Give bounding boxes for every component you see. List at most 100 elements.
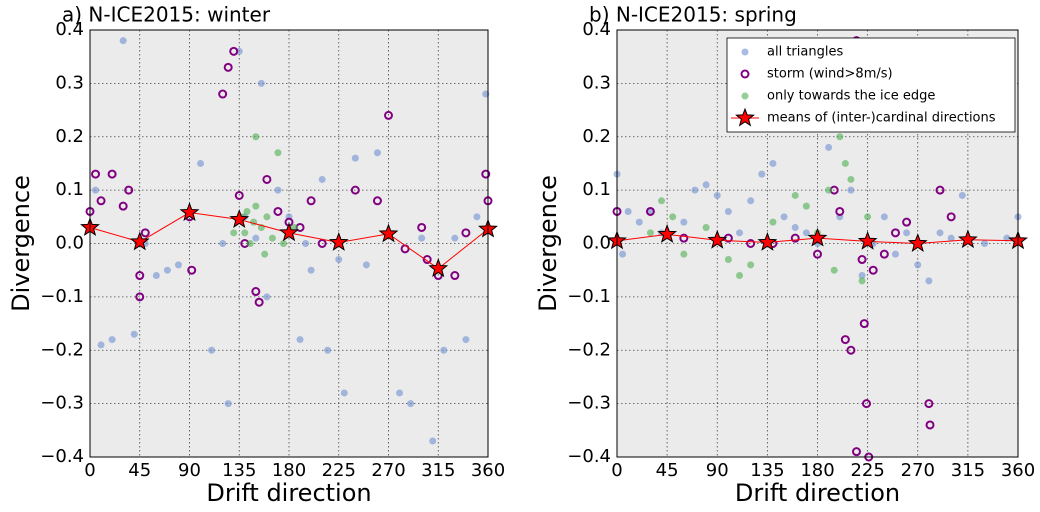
- point: [859, 319, 869, 329]
- point: [261, 250, 269, 258]
- chart-title: b) N-ICE2015: spring: [589, 3, 797, 27]
- legend-label: all triangles: [767, 45, 843, 60]
- point: [902, 217, 912, 227]
- point: [790, 233, 800, 243]
- point: [958, 191, 966, 199]
- x-tick-label: 180: [272, 460, 306, 481]
- point: [107, 169, 117, 179]
- point: [702, 181, 710, 189]
- x-tick-label: 360: [1001, 460, 1035, 481]
- y-tick-label: −0.1: [40, 286, 84, 307]
- plot-frame: [89, 29, 489, 458]
- point: [324, 346, 332, 354]
- point: [746, 239, 756, 248]
- point: [97, 341, 105, 349]
- y-tick-label: −0.3: [567, 393, 611, 414]
- point: [847, 175, 855, 183]
- star-marker: [129, 231, 150, 251]
- point: [306, 196, 316, 206]
- point: [862, 399, 872, 409]
- point: [350, 185, 360, 195]
- point: [418, 234, 426, 242]
- point: [384, 110, 393, 120]
- point: [262, 174, 272, 184]
- y-tick-label: 0.4: [55, 19, 84, 40]
- point: [680, 250, 688, 258]
- x-tick-label: 360: [471, 460, 505, 481]
- point: [252, 202, 260, 210]
- x-tick-label: 0: [611, 460, 622, 481]
- point: [372, 196, 382, 206]
- x-tick-label: 90: [706, 460, 729, 481]
- point: [747, 197, 755, 205]
- point: [802, 202, 810, 210]
- y-tick-label: −0.2: [40, 339, 84, 360]
- star-marker: [328, 231, 349, 251]
- point: [802, 229, 810, 237]
- point: [224, 400, 232, 408]
- y-tick-label: 0.1: [55, 179, 84, 200]
- point: [702, 223, 710, 231]
- legend-marker: [740, 69, 750, 79]
- point: [429, 437, 437, 445]
- point: [462, 336, 470, 344]
- legend-marker: [735, 107, 755, 127]
- star-marker: [657, 223, 678, 243]
- x-axis-label: Drift direction: [735, 479, 900, 507]
- point: [130, 330, 138, 338]
- point: [846, 345, 856, 355]
- point: [135, 292, 145, 302]
- y-tick-label: −0.2: [567, 339, 611, 360]
- point: [208, 346, 216, 354]
- point: [274, 149, 282, 157]
- point: [635, 218, 643, 226]
- point: [291, 223, 299, 231]
- point: [836, 133, 844, 141]
- point: [825, 186, 833, 194]
- point: [135, 271, 145, 281]
- y-tick-label: 0.1: [582, 179, 611, 200]
- star-marker: [857, 230, 878, 250]
- point: [645, 206, 655, 216]
- point: [791, 223, 799, 231]
- x-tick-label: 225: [850, 460, 884, 481]
- point: [981, 240, 989, 247]
- y-tick-label: 0.0: [55, 233, 84, 254]
- star-marker: [229, 209, 250, 228]
- point: [108, 336, 116, 344]
- x-tick-label: 315: [421, 460, 455, 481]
- point: [1003, 234, 1011, 242]
- legend-marker: [741, 48, 749, 56]
- point: [669, 213, 677, 221]
- point: [351, 154, 359, 162]
- point: [925, 277, 933, 285]
- point: [864, 213, 872, 221]
- point: [935, 185, 945, 195]
- point: [658, 197, 666, 205]
- legend-label: only towards the ice edge: [767, 89, 935, 104]
- star-marker: [707, 229, 728, 249]
- star-marker: [757, 231, 778, 251]
- x-tick-label: 225: [322, 460, 356, 481]
- star-marker: [179, 202, 200, 221]
- point: [257, 79, 265, 87]
- point: [914, 261, 922, 269]
- legend-label: means of (inter-)cardinal directions: [767, 111, 996, 126]
- point: [96, 196, 106, 206]
- point: [450, 271, 460, 281]
- point: [250, 218, 258, 226]
- point: [646, 229, 654, 237]
- y-axis-label: Divergence: [7, 175, 35, 312]
- x-tick-label: 135: [222, 460, 256, 481]
- point: [187, 265, 197, 275]
- point: [451, 234, 459, 242]
- y-tick-label: 0.4: [582, 19, 611, 40]
- point: [646, 207, 654, 215]
- point: [903, 229, 911, 237]
- point: [747, 261, 755, 269]
- point: [373, 149, 381, 157]
- point: [691, 186, 699, 194]
- point: [335, 256, 343, 264]
- legend-label: storm (wind>8m/s): [767, 67, 893, 82]
